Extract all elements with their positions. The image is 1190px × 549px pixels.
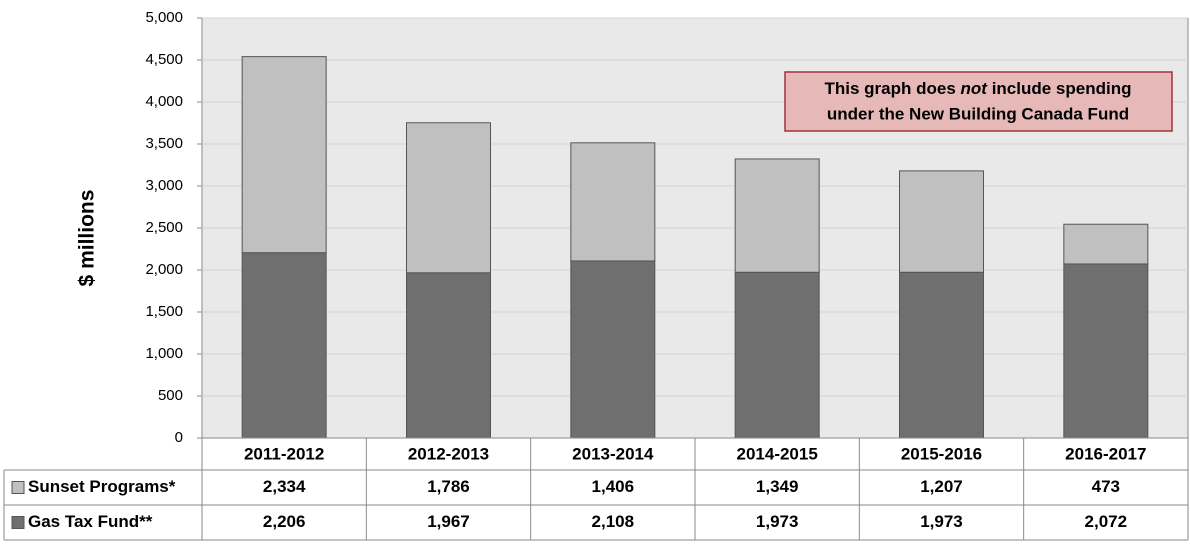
table-value: 1,406 [592, 477, 635, 496]
annotation: This graph does not include spending und… [784, 71, 1173, 132]
table-value: 2,072 [1085, 512, 1128, 531]
y-tick-label: 3,500 [145, 135, 183, 152]
table-value: 1,973 [756, 512, 799, 531]
bar-segment [899, 271, 984, 439]
bar-segment [734, 158, 820, 273]
table-value: 2,334 [263, 477, 306, 496]
x-tick-label: 2011-2012 [244, 444, 324, 463]
y-tick-label: 4,000 [145, 93, 183, 110]
legend-label: Sunset Programs* [28, 477, 176, 496]
table-value: 2,108 [592, 512, 635, 531]
y-tick-label: 500 [158, 387, 183, 404]
bar-segment [241, 56, 327, 254]
data-table: 2011-2012 2012-2013 2013-2014 2014-2015 2015… [3, 437, 1189, 541]
bar-segment [734, 271, 820, 439]
y-tick-label: 3,000 [145, 177, 183, 194]
y-tick-label: 1,000 [145, 345, 183, 362]
bar-segment [1063, 263, 1149, 439]
table-value: 1,207 [920, 477, 963, 496]
annotation-line: under the New Building Canada Fund [827, 104, 1129, 123]
bar-segment [406, 122, 491, 274]
y-tick-label: 0 [175, 429, 183, 446]
annotation-text: This graph does [825, 79, 956, 98]
y-tick-label: 2,000 [145, 261, 183, 278]
bar-segment [406, 272, 491, 439]
table-value: 1,786 [427, 477, 470, 496]
legend-swatch [11, 516, 25, 529]
x-tick-label: 2016-2017 [1065, 444, 1146, 463]
bar-segment [570, 142, 656, 262]
y-tick-label: 1,500 [145, 303, 183, 320]
bar-segment [899, 170, 984, 273]
table-value: 473 [1092, 477, 1120, 496]
table-value: 1,349 [756, 477, 799, 496]
y-axis-label: $ millions [76, 190, 99, 287]
legend-label: Gas Tax Fund** [28, 512, 153, 531]
bars [241, 56, 1149, 439]
legend-swatch [11, 481, 25, 494]
annotation-emphasis: not [961, 79, 989, 98]
annotation-box [784, 71, 1173, 132]
table-value: 1,973 [920, 512, 963, 531]
bar-segment [1063, 223, 1149, 265]
y-tick-label: 5,000 [145, 9, 183, 26]
x-tick-label: 2014-2015 [737, 444, 818, 463]
bar-segment [570, 260, 656, 439]
x-tick-label: 2013-2014 [572, 444, 654, 463]
x-tick-label: 2015-2016 [901, 444, 982, 463]
y-tick-label: 4,500 [145, 51, 183, 68]
table-value: 2,206 [263, 512, 306, 531]
bar-segment [241, 252, 327, 439]
y-tick-label: 2,500 [145, 219, 183, 236]
annotation-line: This graph does not include spending [825, 79, 1132, 98]
annotation-text: include spending [992, 79, 1132, 98]
x-tick-label: 2012-2013 [408, 444, 489, 463]
table-value: 1,967 [427, 512, 470, 531]
